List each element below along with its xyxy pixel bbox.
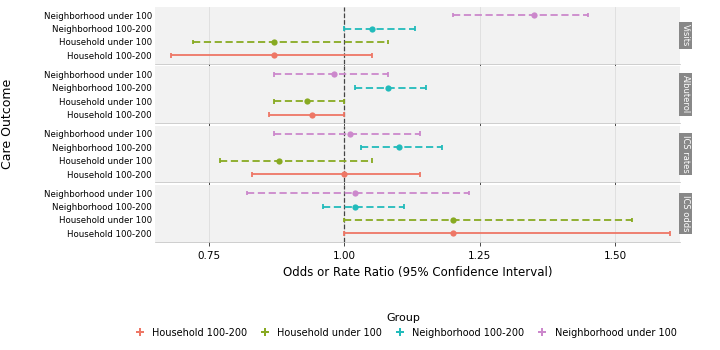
Text: Care Outcome: Care Outcome	[1, 79, 14, 169]
Text: Albuterol: Albuterol	[681, 76, 690, 114]
Legend: Household 100-200, Household under 100, Neighborhood 100-200, Neighborhood under: Household 100-200, Household under 100, …	[126, 309, 680, 342]
Text: ICS odds: ICS odds	[681, 195, 690, 231]
Text: ICS rates: ICS rates	[681, 135, 690, 173]
Text: Visits: Visits	[681, 24, 690, 47]
X-axis label: Odds or Rate Ratio (95% Confidence Interval): Odds or Rate Ratio (95% Confidence Inter…	[283, 266, 552, 279]
